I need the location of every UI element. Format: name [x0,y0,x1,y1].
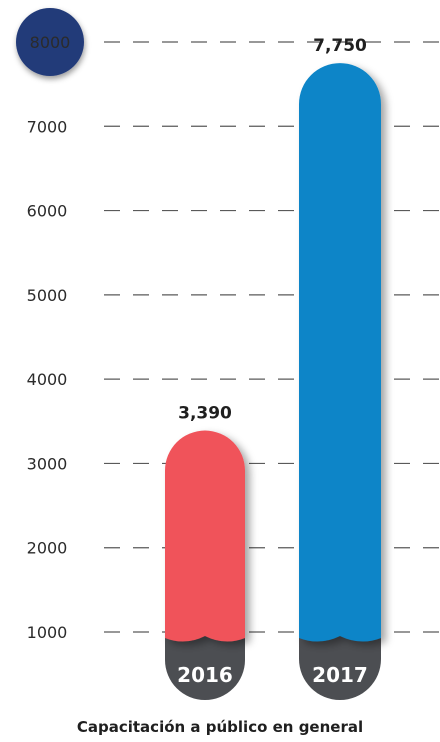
bar-2017 [299,63,381,642]
data-label-2017: 7,750 [313,36,367,56]
y-tick-label: 6000 [27,202,68,221]
chart-title: Capacitación a público en general [76,718,364,736]
category-label-2016: 2016 [177,663,233,687]
category-label-2017: 2017 [312,663,368,687]
bar-base-2017 [299,632,381,700]
y-tick-label: 7000 [27,117,68,136]
y-tick-label: 5000 [27,286,68,305]
y-tick-label: 8000 [30,33,71,52]
data-label-2016: 3,390 [178,404,232,424]
y-tick-label: 4000 [27,370,68,389]
y-tick-label: 3000 [27,454,68,473]
top-tick-badge [16,8,84,76]
bar-2016 [165,430,245,642]
y-tick-label: 2000 [27,539,68,558]
y-tick-label: 1000 [27,623,68,642]
bar-base-2016 [165,632,245,700]
